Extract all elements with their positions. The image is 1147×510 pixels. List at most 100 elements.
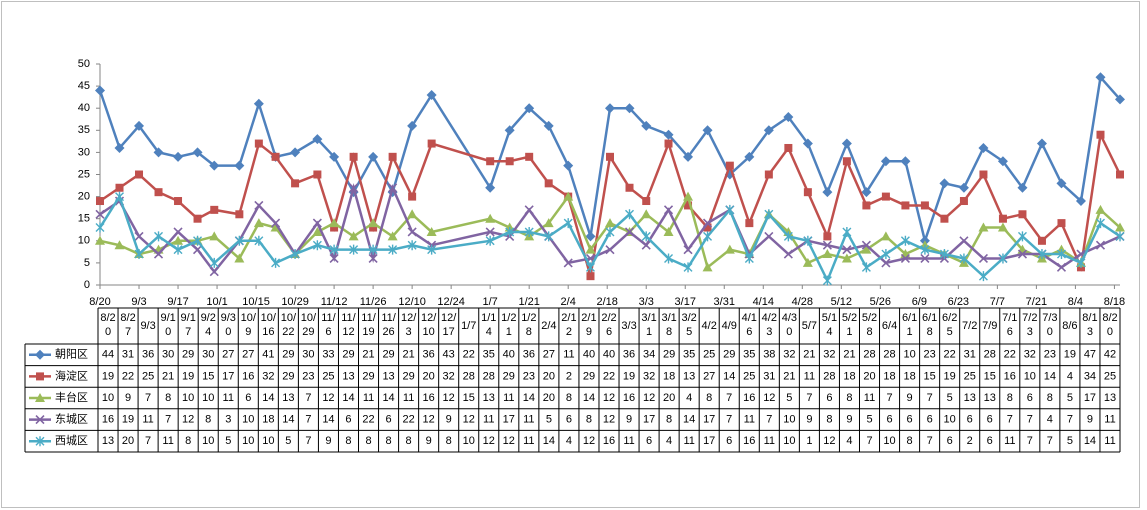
y-tick-label: 25 [78,168,90,180]
point [407,209,418,219]
point [802,138,813,149]
point [192,245,203,255]
table-value: 29 [663,349,675,361]
x-tick-label: 1/21 [518,296,539,308]
table-value: 11 [1104,414,1115,426]
table-value: 15 [202,370,214,382]
table-value: 7 [726,392,732,404]
header-part: 9/3 [221,312,236,324]
header-part: 1/1 [481,312,496,324]
point [154,188,163,197]
table-value: 13 [964,392,976,404]
table-value: 11 [503,392,514,404]
table-header: 12/10 [421,312,437,338]
table-value: 14 [382,392,394,404]
point [841,138,852,149]
point [95,85,105,96]
table-value: 18 [663,370,675,382]
table-header: 9/1 0 [160,312,175,338]
table-value: 10 [903,349,915,361]
point [684,201,693,210]
point [504,125,515,136]
point [271,218,281,228]
header-part: 8/2 [1102,312,1117,324]
table-value: 11 [563,349,574,361]
point [625,183,634,192]
point [664,253,674,264]
header-part: 5/1 [822,312,837,324]
table-value: 10 [202,435,214,447]
table-header: 8/2 0 [100,312,115,338]
x-tick-label: 8/4 [1068,296,1083,308]
header-part: 5 [947,326,953,338]
point [1095,204,1106,214]
point [254,139,263,148]
point [312,240,322,251]
table-value: 25 [142,370,154,382]
point [1075,196,1086,207]
point [407,240,417,251]
table-value: 10 [102,392,114,404]
point [209,257,219,268]
header-part: 3 [766,326,772,338]
table-value: 13 [282,392,294,404]
table-value: 29 [583,370,595,382]
point [1115,222,1125,232]
table-header: 2/4 [541,320,556,332]
table-value: 8 [1007,392,1013,404]
table-value: 9 [846,414,852,426]
point [388,183,398,193]
table-value: 5 [225,435,231,447]
table-value: 9 [325,435,331,447]
x-tick-label: 3/17 [675,296,696,308]
table-value: 16 [623,392,635,404]
table-value: 6 [907,414,913,426]
point [388,152,397,161]
table-value: 7 [165,414,171,426]
point [901,201,910,210]
point [290,147,301,158]
table-value: 11 [403,392,414,404]
table-value: 32 [262,370,274,382]
header-part: 6/1 [902,312,917,324]
table-value: 16 [743,435,755,447]
table-value: 47 [1084,349,1096,361]
point [959,197,968,206]
point [940,214,949,223]
table-value: 7 [1027,414,1033,426]
table-header: 1/2 8 [521,312,536,338]
header-part: 2/1 [581,312,596,324]
point [978,222,989,232]
table-header: 4/2 [702,320,717,332]
header-part: 2 [566,326,572,338]
table-header: 6/2 5 [942,312,957,338]
point [822,240,832,250]
point [724,244,735,254]
point [312,134,323,145]
point [348,231,359,241]
table-value: 28 [984,349,996,361]
point [585,262,595,273]
x-tick-label: 9/17 [167,296,188,308]
point [881,249,891,260]
point [349,244,359,255]
x-tick-label: 10/15 [242,296,270,308]
header-part: 6 [746,326,752,338]
table-value: 43 [443,349,455,361]
point [624,227,635,237]
table-value: 12 [643,392,655,404]
point [641,240,651,250]
table-value: 9 [626,414,632,426]
table-header: 2/1 9 [581,312,596,338]
point [920,244,930,255]
point [1056,262,1067,272]
table-value: 8 [706,392,712,404]
point [784,143,793,152]
table-value: 27 [242,349,254,361]
header-part: 7 [185,326,191,338]
table-value: 27 [543,349,555,361]
header-part: 17 [443,326,455,338]
header-part: 3/1 [661,312,676,324]
table-header: 5/2 8 [862,312,877,338]
table-value: 6 [386,414,392,426]
